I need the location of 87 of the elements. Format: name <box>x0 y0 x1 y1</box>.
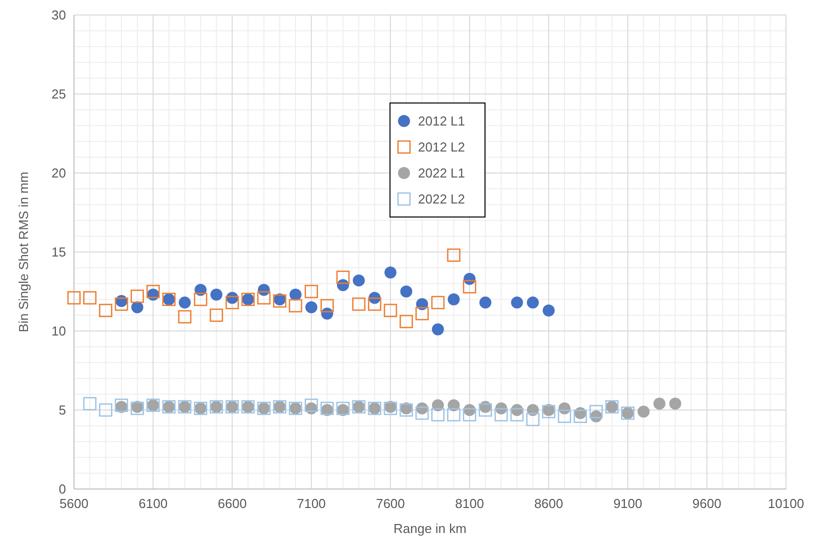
point <box>352 274 365 286</box>
point <box>83 397 96 410</box>
y-tick-label: 30 <box>52 8 66 23</box>
point <box>511 296 524 309</box>
point <box>320 299 334 312</box>
point <box>447 408 460 422</box>
x-tick-label: 7100 <box>296 496 326 511</box>
point <box>526 296 539 309</box>
point <box>400 286 412 298</box>
point <box>352 297 366 311</box>
point <box>146 284 160 298</box>
point <box>257 291 271 304</box>
point <box>131 301 144 314</box>
y-axis-title: Bin Single Shot RMS in mm <box>16 172 31 332</box>
x-tick-label: 8600 <box>534 496 564 511</box>
point <box>526 404 539 416</box>
y-tick-label: 0 <box>58 482 66 497</box>
point <box>526 412 540 426</box>
legend-label: 2022 L1 <box>418 166 465 181</box>
point <box>336 402 350 416</box>
point <box>415 306 429 320</box>
point <box>448 293 460 306</box>
point <box>653 398 666 410</box>
point <box>130 290 144 303</box>
point <box>574 410 587 423</box>
point <box>384 402 398 416</box>
point <box>510 408 524 422</box>
point <box>447 248 460 262</box>
x-tick-label: 10100 <box>768 496 804 511</box>
y-tick-label: 15 <box>52 244 66 260</box>
point <box>98 403 112 417</box>
point <box>210 308 224 322</box>
y-tick-label: 20 <box>52 166 66 181</box>
point <box>226 296 239 310</box>
x-tick-label: 6600 <box>218 496 247 511</box>
point <box>400 314 413 328</box>
point <box>336 270 350 284</box>
legend-label: 2012 L2 <box>418 140 465 155</box>
x-tick-label: 9100 <box>613 496 642 511</box>
point <box>494 408 508 422</box>
x-tick-label: 5600 <box>60 496 88 511</box>
point <box>384 400 396 413</box>
point <box>290 288 302 301</box>
point <box>478 403 492 417</box>
legend-label: 2022 L2 <box>418 192 465 207</box>
x-tick-label: 6100 <box>138 496 168 511</box>
point <box>210 288 222 301</box>
point <box>83 291 96 304</box>
point <box>638 406 650 418</box>
point <box>415 406 429 420</box>
point <box>114 297 128 311</box>
legend-label: 2012 L1 <box>418 114 465 129</box>
point <box>400 403 413 417</box>
point <box>194 292 208 306</box>
point <box>384 304 398 318</box>
x-axis-title: Range in km <box>394 521 466 536</box>
point <box>304 398 318 412</box>
point <box>320 402 334 416</box>
y-tick-label: 10 <box>52 324 66 339</box>
point <box>273 294 286 308</box>
point <box>98 304 112 318</box>
point <box>336 404 349 416</box>
point <box>431 408 445 422</box>
point <box>384 266 396 279</box>
x-tick-label: 8100 <box>455 496 484 511</box>
point <box>669 398 682 410</box>
point <box>305 301 318 314</box>
point <box>432 323 444 336</box>
point <box>304 284 318 298</box>
point <box>479 296 492 309</box>
point <box>462 280 476 294</box>
point <box>368 297 382 311</box>
point <box>589 404 603 418</box>
point <box>288 299 302 312</box>
point <box>558 410 572 423</box>
point <box>130 402 144 416</box>
x-tick-label: 9600 <box>692 496 722 511</box>
point <box>431 296 445 310</box>
point <box>542 304 555 316</box>
y-tick-label: 5 <box>58 402 66 418</box>
y-tick-label: 25 <box>52 86 66 102</box>
point <box>542 404 556 418</box>
point <box>462 408 476 422</box>
x-tick-label: 7600 <box>376 496 405 511</box>
point <box>178 296 191 309</box>
point <box>178 310 192 324</box>
point <box>67 291 81 304</box>
